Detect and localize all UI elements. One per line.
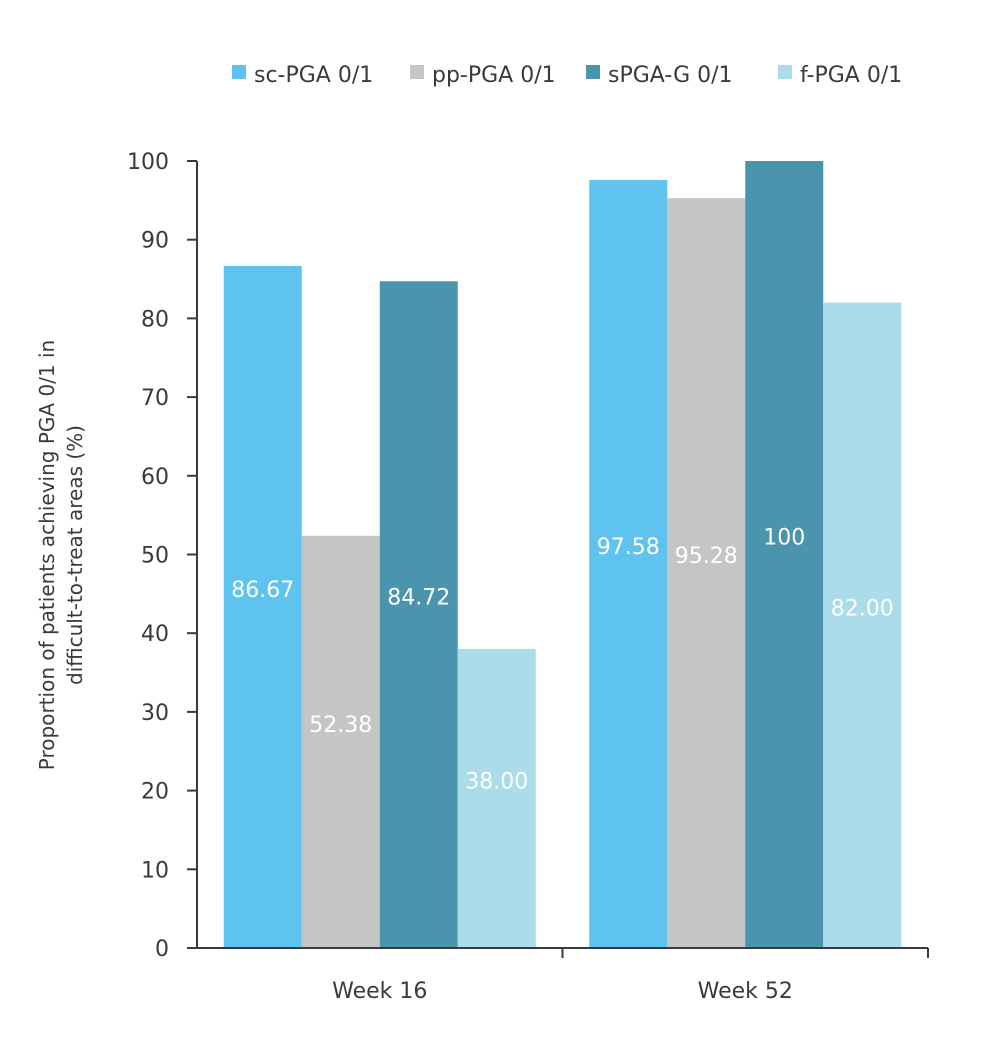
y-tick-label: 30 [141,701,169,726]
legend-label: sPGA-G 0/1 [608,63,733,88]
bar-spga-g-0-1-week-52 [745,161,824,948]
data-label: 82.00 [831,596,894,621]
y-tick-label: 40 [141,622,169,647]
y-tick-label: 10 [141,858,169,883]
y-tick-label: 0 [155,937,169,962]
y-tick-label: 20 [141,780,169,805]
y-tick-label: 70 [141,386,169,411]
x-category-label: Week 16 [332,979,427,1004]
y-tick-label: 100 [127,150,169,175]
legend-label: sc-PGA 0/1 [254,63,373,88]
legend-swatch [410,65,424,79]
bar-pp-pga-0-1-week-52 [667,198,746,949]
data-label: 95.28 [675,544,738,569]
data-label: 100 [763,526,805,551]
legend-item: pp-PGA 0/1 [410,63,556,88]
legend-swatch [586,65,600,79]
data-label: 52.38 [309,713,372,738]
legend-swatch [778,65,792,79]
y-tick-label: 50 [141,544,169,569]
legend-item: f-PGA 0/1 [778,63,902,88]
legend-item: sPGA-G 0/1 [586,63,733,88]
legend-swatch [232,65,246,79]
x-category-label: Week 52 [698,979,793,1004]
bar-f-pga-0-1-week-16 [457,648,536,948]
bar-f-pga-0-1-week-52 [823,302,902,948]
bars [223,161,902,949]
legend-label: pp-PGA 0/1 [432,63,556,88]
data-label: 97.58 [597,535,660,560]
y-axis: 0 10 20 30 40 50 60 70 80 90 100 [127,150,198,962]
y-tick-label: 60 [141,465,169,490]
bar-sc-pga-0-1-week-16 [223,265,302,948]
legend-item: sc-PGA 0/1 [232,63,373,88]
y-tick-label: 80 [141,307,169,332]
bar-pp-pga-0-1-week-16 [301,535,380,948]
y-tick-label: 90 [141,229,169,254]
y-axis-title-line-2: difficult-to-treat areas (%) [63,425,87,685]
y-axis-title: Proportion of patients achieving PGA 0/1… [35,340,87,770]
bar-sc-pga-0-1-week-52 [589,180,668,948]
data-label: 38.00 [465,769,528,794]
legend-label: f-PGA 0/1 [800,63,902,88]
data-label: 84.72 [387,586,450,611]
data-labels: 86.67 52.38 84.72 38.00 97.58 95.28 100 82.00 [231,526,893,795]
bar-spga-g-0-1-week-16 [379,281,458,948]
legend: sc-PGA 0/1 pp-PGA 0/1 sPGA-G 0/1 f-PGA 0/1 [232,63,902,88]
data-label: 86.67 [231,578,294,603]
y-axis-title-line-1: Proportion of patients achieving PGA 0/1… [35,340,59,770]
x-axis: Week 16 Week 52 [187,947,929,1004]
